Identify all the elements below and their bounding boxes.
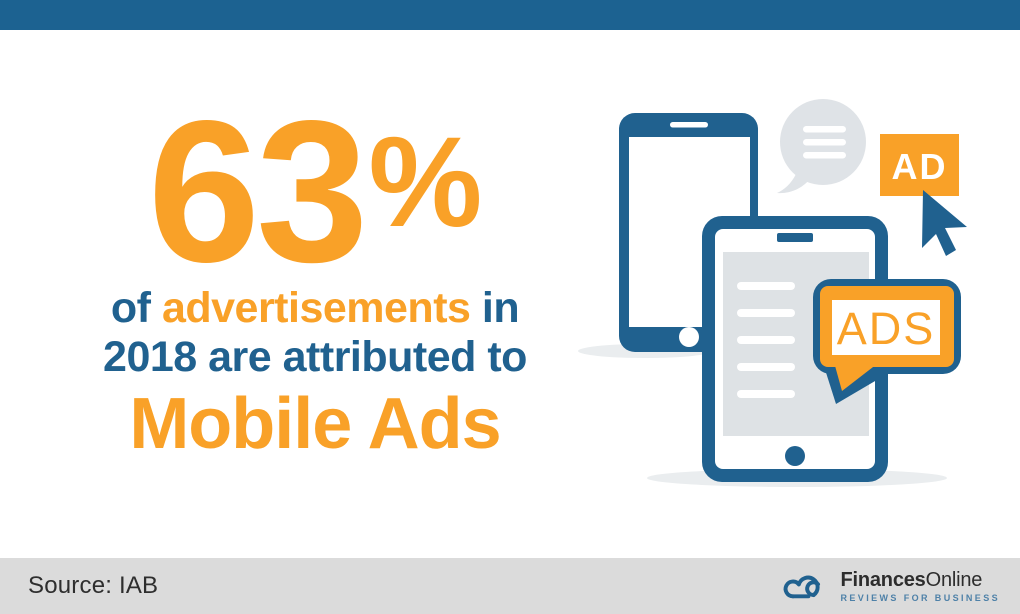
footer-bar: Source: IAB FinancesOnline REVIEWS FOR B… <box>0 558 1020 614</box>
source-text: Source: IAB <box>28 572 159 599</box>
stat-description: of advertisements in 2018 are attributed… <box>40 284 590 382</box>
description-suffix: in <box>470 284 520 332</box>
logo-title-bold: Finances <box>840 568 926 591</box>
ad-box-icon: AD <box>880 134 959 196</box>
stat-headline: 63% <box>40 90 590 292</box>
ads-speech-bubble-icon: ADS <box>813 279 961 404</box>
description-prefix: of <box>110 284 162 332</box>
financesonline-logo-text: FinancesOnline REVIEWS FOR BUSINESS <box>840 570 1000 603</box>
ads-bubble-label: ADS <box>837 303 936 354</box>
cursor-icon <box>922 190 967 256</box>
tablet-camera <box>777 233 813 242</box>
financesonline-logo: FinancesOnline REVIEWS FOR BUSINESS <box>779 568 1000 604</box>
stat-value: 63 <box>147 78 369 304</box>
financesonline-logo-title: FinancesOnline <box>840 570 1000 590</box>
financesonline-logo-tagline: REVIEWS FOR BUSINESS <box>840 592 1000 603</box>
description-highlight: advertisements <box>161 284 471 332</box>
chat-bubble-icon <box>777 99 866 194</box>
stat-percent-sign: % <box>368 111 483 254</box>
ad-box-label: AD <box>892 146 948 187</box>
phone-speaker <box>670 122 708 128</box>
financesonline-cloud-icon <box>784 575 821 599</box>
top-accent-bar <box>0 0 1020 30</box>
description-line2: 2018 are attributed to <box>103 333 527 381</box>
phone-home-button <box>679 327 699 347</box>
mobile-ads-illustration: AD ADS <box>578 99 967 487</box>
mobile-ads-title: Mobile Ads <box>129 384 501 464</box>
tablet-home-button <box>785 446 805 466</box>
logo-title-regular: Online <box>925 568 983 591</box>
